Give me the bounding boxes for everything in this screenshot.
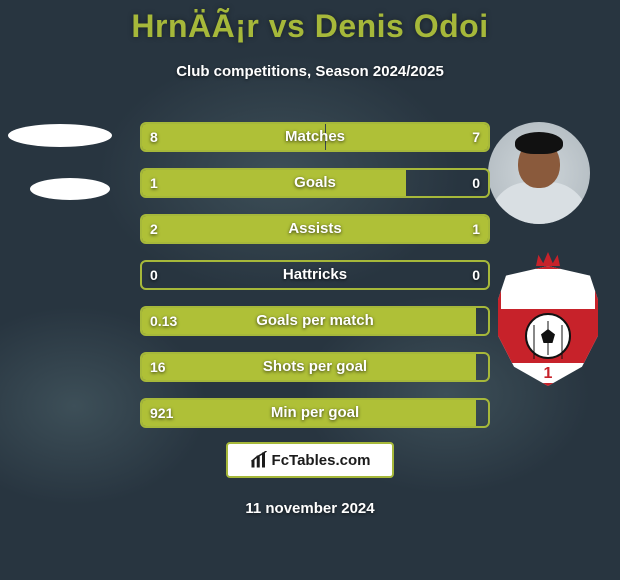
stat-value-left: 16 <box>150 352 166 382</box>
stat-value-right: 1 <box>472 214 480 244</box>
player2-club-crest: 1 <box>498 260 598 386</box>
stat-label: Matches <box>140 122 490 152</box>
stat-value-right: 7 <box>472 122 480 152</box>
date-text: 11 november 2024 <box>0 500 620 517</box>
stat-row: Goals1 0 <box>140 168 490 198</box>
stat-row: Hattricks0 0 <box>140 260 490 290</box>
page-title: HrnÄÃ¡r vs Denis Odoi <box>0 0 620 45</box>
stat-label: Assists <box>140 214 490 244</box>
stat-value-left: 0 <box>150 260 158 290</box>
stat-label: Goals per match <box>140 306 490 336</box>
comparison-bars: Matches87Goals10Assists21Hattricks00Goal… <box>140 122 490 444</box>
stat-row: Assists2 1 <box>140 214 490 244</box>
stat-row: Matches8 7 <box>140 122 490 152</box>
stat-label: Min per goal <box>140 398 490 428</box>
stat-label: Hattricks <box>140 260 490 290</box>
stat-row: Min per goal921 <box>140 398 490 428</box>
player1-crest-placeholder-shape <box>30 178 110 200</box>
stat-label: Shots per goal <box>140 352 490 382</box>
stat-value-left: 1 <box>150 168 158 198</box>
brand-text: FcTables.com <box>272 452 371 469</box>
subtitle: Club competitions, Season 2024/2025 <box>0 63 620 80</box>
player1-placeholder-shape <box>8 124 112 147</box>
stat-row: Shots per goal16 <box>140 352 490 382</box>
stat-value-right: 0 <box>472 168 480 198</box>
bar-chart-icon <box>250 451 268 469</box>
player2-photo <box>488 122 590 224</box>
stat-value-left: 0.13 <box>150 306 177 336</box>
stat-value-left: 8 <box>150 122 158 152</box>
brand-badge: FcTables.com <box>226 442 394 478</box>
stat-value-left: 2 <box>150 214 158 244</box>
stat-value-right: 0 <box>472 260 480 290</box>
stat-label: Goals <box>140 168 490 198</box>
stat-row: Goals per match0.13 <box>140 306 490 336</box>
stat-value-left: 921 <box>150 398 173 428</box>
crest-number: 1 <box>501 365 595 383</box>
